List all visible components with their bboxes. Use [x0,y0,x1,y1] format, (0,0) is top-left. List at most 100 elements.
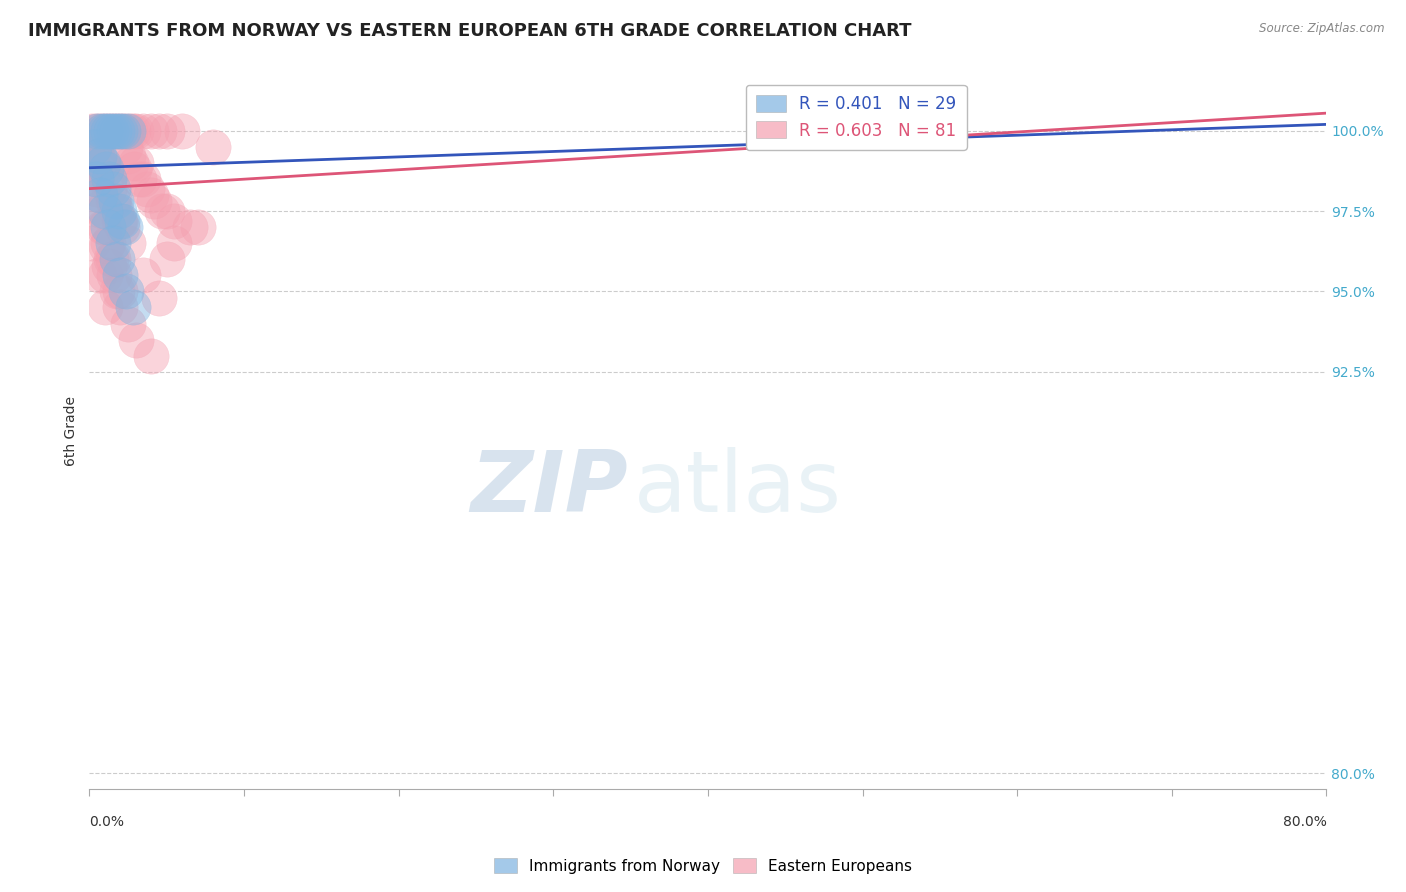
Point [97,124,120,138]
Point [89,156,111,170]
Point [91,156,114,170]
Point [94,124,117,138]
Point [96,162,118,177]
Point [110,301,132,315]
Point [110,285,132,299]
Point [101,181,124,195]
Point [105,285,128,299]
Point [141,349,163,363]
Point [132,172,155,186]
Point [141,188,163,202]
Point [105,252,128,267]
Point [98,172,121,186]
Point [187,220,209,235]
Point [82,156,104,170]
Point [107,213,129,227]
Point [156,204,179,219]
Point [83,162,105,177]
Point [91,162,114,177]
Point [172,124,194,138]
Point [141,124,163,138]
Point [112,124,135,138]
Point [135,181,157,195]
Point [148,291,170,305]
Point [156,124,179,138]
Point [103,124,125,138]
Point [150,204,173,219]
Point [87,268,110,283]
Text: IMMIGRANTS FROM NORWAY VS EASTERN EUROPEAN 6TH GRADE CORRELATION CHART: IMMIGRANTS FROM NORWAY VS EASTERN EUROPE… [28,22,911,40]
Text: ZIP: ZIP [470,447,627,530]
Text: 0.0%: 0.0% [90,815,124,829]
Point [103,124,125,138]
Point [104,204,127,219]
Point [90,124,112,138]
Legend: Immigrants from Norway, Eastern Europeans: Immigrants from Norway, Eastern European… [488,852,918,880]
Point [84,172,107,186]
Point [98,181,121,195]
Point [86,149,108,163]
Point [120,156,142,170]
Text: atlas: atlas [634,447,842,530]
Point [128,172,150,186]
Point [202,140,225,154]
Point [156,252,179,267]
Point [97,172,120,186]
Point [121,301,143,315]
Point [163,236,186,251]
Point [132,124,155,138]
Point [125,124,148,138]
Point [101,236,124,251]
Point [103,268,125,283]
Point [115,285,138,299]
Point [112,124,135,138]
Point [104,194,127,209]
Point [89,188,111,202]
Point [111,213,134,227]
Point [90,156,112,170]
Point [117,317,139,331]
Point [84,124,107,138]
Point [115,124,138,138]
Point [143,194,166,209]
Point [83,140,105,154]
Point [110,124,132,138]
Point [86,124,108,138]
Point [96,172,118,186]
Point [82,236,104,251]
Point [97,236,120,251]
Point [114,220,136,235]
Point [98,259,121,273]
Point [117,149,139,163]
Point [94,204,117,219]
Point [96,239,118,253]
Point [100,124,122,138]
Point [118,124,141,138]
Point [100,124,122,138]
Point [101,194,124,209]
Point [84,172,107,186]
Point [111,220,134,235]
Point [103,194,125,209]
Point [94,301,117,315]
Point [87,188,110,202]
Point [90,204,112,219]
Point [89,201,111,215]
Point [163,213,186,227]
Point [87,124,110,138]
Point [84,140,107,154]
Point [86,181,108,195]
Point [117,236,139,251]
Point [110,268,132,283]
Point [122,162,145,177]
Point [97,124,120,138]
Point [110,124,132,138]
Point [94,268,117,283]
Legend: R = 0.401   N = 29, R = 0.603   N = 81: R = 0.401 N = 29, R = 0.603 N = 81 [747,85,966,150]
Point [125,333,148,347]
Point [97,220,120,235]
Point [94,124,117,138]
Point [101,252,124,267]
Point [148,124,170,138]
Point [107,204,129,219]
